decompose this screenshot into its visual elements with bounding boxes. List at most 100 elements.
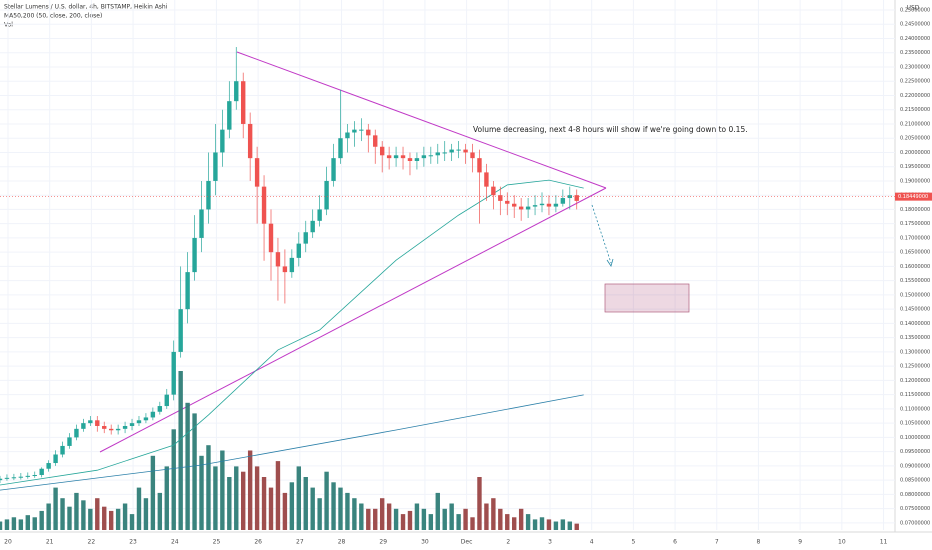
x-tick-label: 9	[798, 539, 802, 546]
x-tick-label: Dec	[461, 539, 473, 546]
candle-body	[143, 417, 149, 421]
x-tick-label: 3	[548, 539, 552, 546]
volume-bar	[164, 466, 169, 530]
volume-bar	[414, 503, 420, 530]
candle-body	[275, 252, 281, 267]
volume-bar	[379, 498, 385, 530]
candle-body	[185, 272, 190, 310]
y-tick-label: 0.21000000	[900, 121, 930, 127]
candle-body	[359, 129, 364, 131]
volume-bar	[574, 523, 579, 530]
volume-bar	[39, 510, 44, 530]
x-tick-label: 8	[757, 539, 761, 546]
volume-bar	[275, 461, 281, 530]
volume-bar	[213, 466, 218, 530]
volume-bar	[220, 450, 225, 530]
x-tick-label: 2	[506, 539, 510, 546]
x-tick-label: 26	[254, 539, 262, 546]
volume-bar	[386, 503, 392, 530]
volume-bar	[136, 487, 142, 530]
volume-bar	[4, 519, 10, 530]
y-tick-label: 0.11000000	[900, 406, 930, 412]
candle-body	[164, 394, 169, 407]
volume-bar	[338, 487, 343, 530]
volume-bar	[234, 466, 239, 530]
candle-body	[150, 411, 156, 418]
candle-body	[491, 186, 496, 196]
y-tick-label: 0.18000000	[900, 207, 930, 213]
volume-bar	[553, 521, 559, 530]
candle-body	[386, 155, 392, 159]
candle-body	[470, 152, 475, 159]
candle-body	[303, 232, 308, 244]
candle-body	[331, 158, 336, 181]
volume-bar	[289, 482, 295, 530]
candle-body	[567, 195, 572, 199]
candle-body	[324, 180, 329, 210]
y-tick-label: 0.14000000	[900, 321, 930, 327]
candle-body	[512, 203, 517, 207]
candle-body	[67, 437, 72, 446]
volume-bar	[518, 508, 524, 530]
volume-bar	[463, 508, 468, 530]
candle-body	[289, 257, 295, 273]
y-tick-label: 0.19500000	[900, 164, 930, 170]
volume-bar	[470, 517, 475, 530]
volume-bar	[393, 508, 399, 530]
volume-bar	[317, 498, 322, 530]
x-tick-label: 28	[338, 539, 346, 546]
x-tick-label: 6	[673, 539, 677, 546]
volume-bar	[108, 510, 114, 530]
layers	[0, 0, 895, 530]
volume-bar	[122, 503, 128, 530]
candle-body	[345, 132, 350, 139]
volume-bar	[435, 492, 440, 530]
volume-label: Vol	[4, 22, 13, 29]
volume-bar	[60, 498, 65, 530]
volume-bar	[477, 477, 482, 530]
candle-body	[261, 186, 267, 224]
candle-body	[4, 477, 10, 479]
candle-body	[247, 123, 253, 159]
volume-bar	[567, 521, 572, 530]
volume-bar	[115, 508, 121, 530]
y-tick-label: 0.13000000	[900, 349, 930, 355]
arrow	[591, 204, 612, 264]
y-tick-label: 0.07500000	[900, 506, 930, 512]
candle-body	[525, 206, 531, 210]
candle-body	[456, 149, 461, 151]
candle-body	[122, 425, 128, 429]
volume-bar	[254, 466, 260, 530]
candle-body	[317, 209, 322, 221]
candle-body	[74, 428, 79, 438]
candle-body	[213, 152, 218, 181]
candle-body	[108, 428, 114, 431]
candle-body	[546, 203, 552, 207]
candle-body	[18, 476, 24, 478]
y-tick-label: 0.09000000	[900, 463, 930, 469]
volume-bar	[560, 519, 566, 530]
candle-body	[81, 423, 86, 429]
y-tick-label: 0.20000000	[900, 150, 930, 156]
volume-bar	[442, 508, 447, 530]
y-tick-label: 0.15500000	[900, 278, 930, 284]
trend-line	[99, 187, 607, 453]
y-tick-label: 0.12000000	[900, 378, 930, 384]
candle-body	[115, 428, 121, 431]
x-tick-label: 11	[880, 539, 888, 546]
candle-body	[157, 406, 163, 412]
x-tick-label: 30	[421, 539, 429, 546]
volume-bar	[25, 515, 30, 530]
volume-bar	[32, 517, 37, 530]
volume-bar	[456, 514, 461, 530]
volume-bar	[352, 498, 357, 530]
candle-body	[171, 351, 176, 395]
x-tick-label: 22	[88, 539, 96, 546]
candle-body	[241, 81, 246, 124]
arrow-head	[606, 258, 614, 267]
y-tick-label: 0.22000000	[900, 93, 930, 99]
y-tick-label: 0.21500000	[900, 107, 930, 113]
volume-bar	[18, 519, 24, 530]
y-tick-label: 0.17000000	[900, 235, 930, 241]
volume-bar	[282, 492, 288, 530]
